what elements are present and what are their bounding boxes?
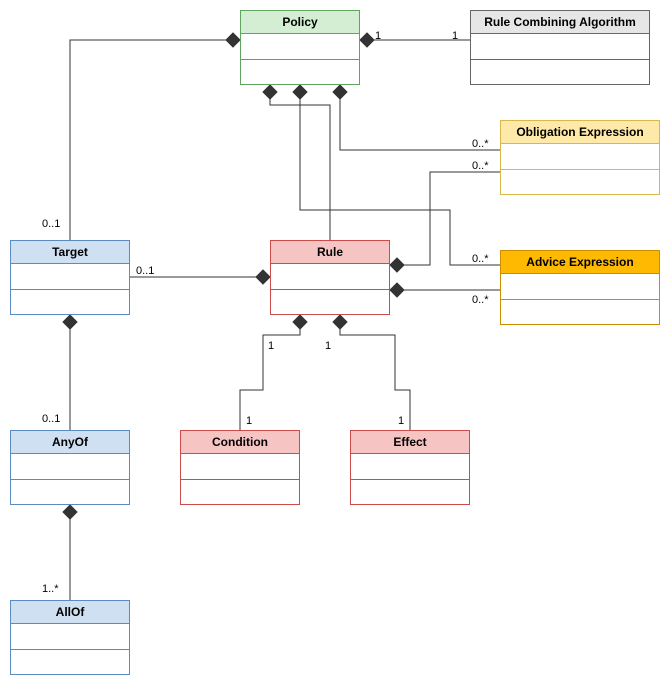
- multiplicity-label: 1: [398, 415, 404, 427]
- class-allof: AllOf: [10, 600, 130, 675]
- class-op-section: [501, 169, 659, 195]
- composition-diamond-icon: [333, 315, 347, 329]
- composition-diamond-icon: [263, 85, 277, 99]
- class-title: Effect: [351, 431, 469, 454]
- composition-diamond-icon: [226, 33, 240, 47]
- class-effect: Effect: [350, 430, 470, 505]
- class-attr-section: [241, 34, 359, 59]
- edge-line: [300, 85, 500, 265]
- multiplicity-label: 0..*: [472, 294, 489, 306]
- uml-diagram: { "classes": { "policy": { "label": "Pol…: [0, 0, 671, 685]
- multiplicity-label: 0..1: [136, 265, 154, 277]
- composition-diamond-icon: [63, 315, 77, 329]
- class-rca: Rule Combining Algorithm: [470, 10, 650, 85]
- class-policy: Policy: [240, 10, 360, 85]
- class-op-section: [181, 479, 299, 505]
- class-title: Rule Combining Algorithm: [471, 11, 649, 34]
- multiplicity-label: 1: [325, 340, 331, 352]
- class-op-section: [11, 649, 129, 675]
- composition-diamond-icon: [390, 283, 404, 297]
- class-target: Target: [10, 240, 130, 315]
- multiplicity-label: 1: [375, 30, 381, 42]
- edge-line: [390, 172, 500, 265]
- class-title: Policy: [241, 11, 359, 34]
- class-title: Rule: [271, 241, 389, 264]
- composition-diamond-icon: [256, 270, 270, 284]
- composition-diamond-icon: [63, 505, 77, 519]
- composition-diamond-icon: [293, 315, 307, 329]
- class-cond: Condition: [180, 430, 300, 505]
- class-title: Advice Expression: [501, 251, 659, 274]
- class-op-section: [11, 479, 129, 505]
- class-title: AnyOf: [11, 431, 129, 454]
- class-advice: Advice Expression: [500, 250, 660, 325]
- class-attr-section: [501, 274, 659, 299]
- class-title: Obligation Expression: [501, 121, 659, 144]
- class-oblig: Obligation Expression: [500, 120, 660, 195]
- multiplicity-label: 0..*: [472, 160, 489, 172]
- class-title: AllOf: [11, 601, 129, 624]
- multiplicity-label: 0..*: [472, 138, 489, 150]
- edge-line: [240, 315, 300, 430]
- class-op-section: [471, 59, 649, 85]
- class-attr-section: [181, 454, 299, 479]
- class-op-section: [501, 299, 659, 325]
- multiplicity-label: 1..*: [42, 583, 59, 595]
- multiplicity-label: 0..*: [472, 253, 489, 265]
- class-attr-section: [11, 454, 129, 479]
- class-op-section: [351, 479, 469, 505]
- class-op-section: [271, 289, 389, 315]
- class-attr-section: [11, 624, 129, 649]
- class-attr-section: [351, 454, 469, 479]
- class-attr-section: [271, 264, 389, 289]
- composition-diamond-icon: [333, 85, 347, 99]
- multiplicity-label: 0..1: [42, 218, 60, 230]
- class-op-section: [11, 289, 129, 315]
- class-rule: Rule: [270, 240, 390, 315]
- class-title: Target: [11, 241, 129, 264]
- composition-diamond-icon: [293, 85, 307, 99]
- class-attr-section: [11, 264, 129, 289]
- class-title: Condition: [181, 431, 299, 454]
- composition-diamond-icon: [360, 33, 374, 47]
- multiplicity-label: 1: [246, 415, 252, 427]
- edge-line: [340, 315, 410, 430]
- edge-line: [70, 40, 240, 240]
- composition-diamond-icon: [390, 258, 404, 272]
- class-attr-section: [501, 144, 659, 169]
- edges-layer: [0, 0, 671, 685]
- class-attr-section: [471, 34, 649, 59]
- multiplicity-label: 1: [268, 340, 274, 352]
- multiplicity-label: 0..1: [42, 413, 60, 425]
- edge-line: [270, 85, 330, 240]
- class-anyof: AnyOf: [10, 430, 130, 505]
- multiplicity-label: 1: [452, 30, 458, 42]
- class-op-section: [241, 59, 359, 85]
